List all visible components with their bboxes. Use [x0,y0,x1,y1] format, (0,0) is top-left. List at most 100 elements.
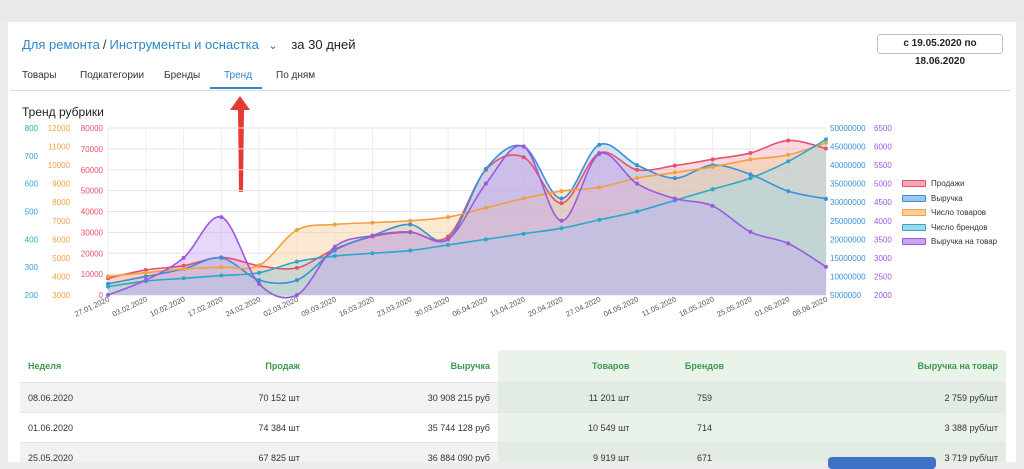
data-point [483,205,488,210]
data-point [181,276,186,281]
legend-swatch [902,238,926,245]
legend-label: Продажи [931,179,965,188]
column-header[interactable]: Неделя [28,361,62,371]
x-tick-label: 08.06.2020 [791,295,829,319]
legend-label: Выручка [931,193,963,203]
data-point [181,263,186,268]
y-tick-label: 3500 [874,235,892,244]
series-area-4 [108,145,826,298]
y-tick-label: 15000000 [830,254,866,263]
data-point [597,217,602,222]
data-point [446,237,451,242]
chart-points [106,137,828,297]
x-tick-label: 27.01.2020 [73,295,111,319]
x-tick-label: 25.05.2020 [715,295,753,319]
table-cell: 74 384 шт [168,412,308,443]
chart-grid [107,127,827,296]
table-row: 01.06.2020 74 384 шт 35 744 128 руб 10 549 … [20,412,1006,443]
chart-x-ticks: 27.01.2020 03.02.2020 10.02.2020 17.02.2020… [73,295,829,319]
data-point [143,267,148,272]
column-header[interactable]: Брендов [637,350,772,383]
tab-bar: Товары Подкатегории Бренды Тренд По дням [10,60,1010,91]
data-point [710,164,715,169]
x-tick-label: 30.03.2020 [413,295,451,319]
column-header[interactable]: Выручка [450,361,490,371]
data-point [824,140,828,145]
y-tick-label: 70000 [81,145,104,154]
table-cell: 08.06.2020 [20,382,169,413]
legend-swatch [902,209,926,216]
table-cell: 671 [637,442,772,462]
y-tick-label: 300 [25,263,39,272]
data-point [710,157,715,162]
column-header[interactable]: Выручка на товар [771,350,1006,383]
series-line-3 [107,138,827,288]
y-tick-label: 11000 [48,143,70,152]
table-cell: 11 201 шт [497,382,638,413]
data-point [786,138,791,143]
data-point [294,278,299,283]
table-cell: 25.05.2020 [20,442,169,462]
data-point [332,254,337,259]
data-point [635,176,640,181]
y-tick-label: 6000 [874,143,892,152]
data-point [332,222,337,227]
tab-products[interactable]: Товары [22,70,57,81]
column-header[interactable]: Товаров [497,350,638,383]
data-point [786,152,791,157]
data-point [408,229,413,234]
y-tick-label: 9000 [52,180,70,189]
data-point [635,181,640,186]
x-tick-label: 16.03.2020 [338,295,376,319]
data-point [672,163,677,168]
data-point [106,274,110,279]
table-cell: 759 [637,382,772,413]
y-tick-label: 4500 [874,198,892,207]
floating-action-button[interactable] [828,457,936,469]
y-tick-label: 4000 [874,217,892,226]
tab-brands[interactable]: Бренды [164,70,201,81]
y-tick-label: 5500 [874,161,892,170]
data-point [143,270,148,275]
trend-chart: 800 700 600 500 400 300 200 12000 11000 10000 9000… [25,124,893,319]
data-point [219,273,224,278]
date-range-button[interactable]: с 19.05.2020 по 18.06.2020 [877,34,1003,67]
data-point [143,274,148,279]
x-tick-label: 20.04.2020 [526,295,564,319]
data-point [824,264,828,269]
data-point [446,242,451,247]
tab-by-days[interactable]: По дням [276,70,316,81]
legend-swatch [902,180,926,187]
legend-label: Выручка на товар [931,237,998,246]
legend-swatch [902,194,926,202]
data-point [559,218,564,223]
series-area-0 [108,140,826,295]
annotation-arrow-icon [230,96,250,192]
data-point [219,215,224,220]
y-tick-label: 30000000 [830,198,866,207]
data-point [219,255,224,260]
data-point [408,218,413,223]
column-header[interactable]: Продаж [265,361,300,371]
breadcrumb-category-link[interactable]: Для ремонта [22,37,100,52]
data-point [294,259,299,264]
chevron-down-icon[interactable]: ⌄ [268,40,278,52]
table-row: 25.05.2020 67 825 шт 36 884 090 руб 9 919 ш… [20,442,1006,462]
y-tick-label: 700 [25,152,39,161]
y-tick-label: 12000 [48,124,71,133]
data-point [672,196,677,201]
data-point [710,203,715,208]
y-tick-label: 10000 [81,270,104,279]
y-tick-label: 4000 [52,272,70,281]
series-area-1 [108,143,826,295]
table-cell: 36 884 090 руб [307,442,498,462]
data-point [672,176,677,181]
tab-trend[interactable]: Тренд [224,70,253,81]
chart-lines [107,138,827,299]
breadcrumb-subcategory-link[interactable]: Инструменты и оснастка [109,37,259,52]
tab-subcategories[interactable]: Подкатегории [80,70,145,81]
data-point [106,293,110,297]
data-point [597,142,602,147]
y-tick-label: 3000 [52,291,70,300]
x-tick-label: 24.02.2020 [224,295,262,319]
